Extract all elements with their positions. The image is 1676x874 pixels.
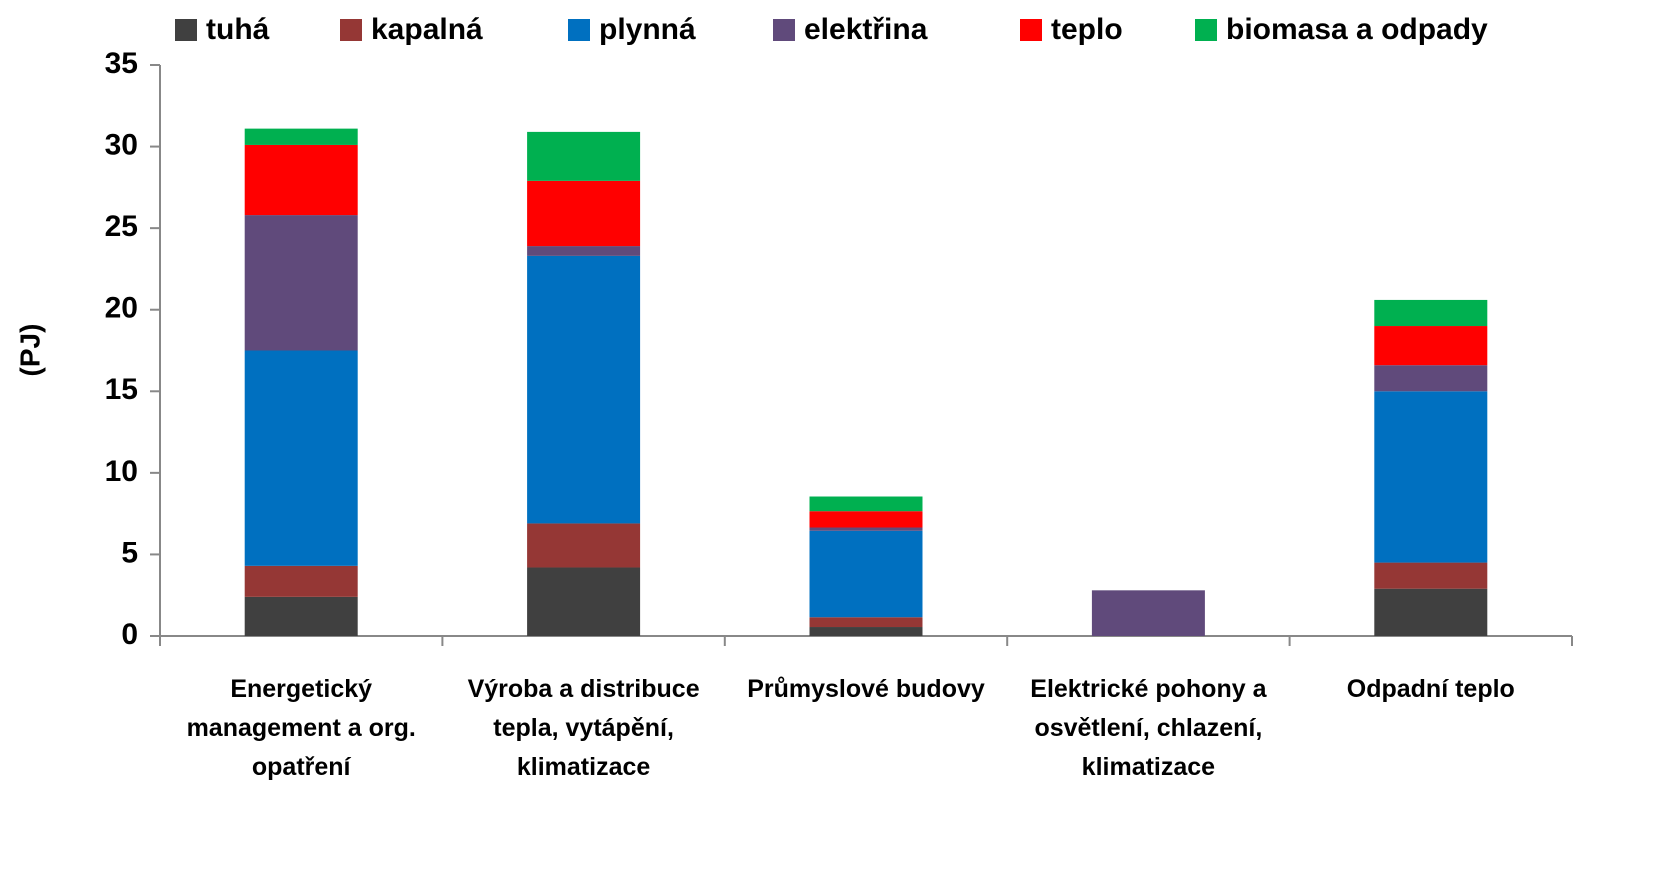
legend-swatch (568, 19, 590, 41)
legend-swatch (340, 19, 362, 41)
x-tick-label: Průmyslové budovy (747, 675, 985, 703)
bar-segment (527, 567, 641, 636)
x-tick-label: Energetický management a org. opatření (186, 675, 416, 781)
bar-segment (1091, 590, 1205, 636)
y-tick-label: 30 (105, 128, 138, 161)
bar-segment (527, 246, 641, 256)
bar-segment (1374, 326, 1488, 366)
bar-segment (244, 596, 358, 636)
bar-segment (809, 527, 923, 531)
y-tick-label: 10 (105, 455, 138, 488)
x-tick-label: Výroba a distribuce tepla, vytápění, kli… (467, 675, 700, 781)
bar-segment (244, 350, 358, 566)
bar-segment (244, 215, 358, 351)
bar-segment (1374, 365, 1488, 392)
bar-segment (809, 617, 923, 628)
legend-swatch (1195, 19, 1217, 41)
x-tick-label: Elektrické pohony a osvětlení, chlazení,… (1030, 675, 1267, 781)
bar-segment (809, 496, 923, 512)
bar-segment (809, 511, 923, 528)
y-tick-label: 20 (105, 292, 138, 325)
bar-segment (527, 523, 641, 568)
legend-label: biomasa a odpady (1226, 13, 1488, 46)
legend-swatch (175, 19, 197, 41)
bar-segment (527, 131, 641, 181)
y-tick-label: 35 (105, 47, 138, 80)
legend-label: kapalná (371, 13, 483, 46)
bar-segment (244, 565, 358, 597)
legend-label: tuhá (206, 13, 270, 46)
bar-segment (809, 530, 923, 618)
x-tick-label: Odpadní teplo (1346, 675, 1515, 703)
legend-label: teplo (1051, 13, 1123, 46)
y-tick-label: 5 (121, 536, 138, 569)
y-tick-label: 0 (121, 618, 138, 651)
bar-segment (244, 128, 358, 145)
y-tick-label: 25 (105, 210, 138, 243)
bar-segment (527, 255, 641, 524)
bar-segment (244, 144, 358, 216)
legend-swatch (1020, 19, 1042, 41)
y-axis-label: (PJ) (14, 324, 45, 377)
y-tick-label: 15 (105, 373, 138, 406)
bar-segment (1374, 299, 1488, 327)
bar-segment (809, 627, 923, 636)
legend-label: elektřina (804, 13, 928, 46)
bar-segment (1374, 588, 1488, 636)
bar-segment (1374, 562, 1488, 589)
bar-segment (527, 180, 641, 247)
bar-segment (1374, 391, 1488, 563)
legend-label: plynná (599, 13, 696, 46)
legend-swatch (773, 19, 795, 41)
